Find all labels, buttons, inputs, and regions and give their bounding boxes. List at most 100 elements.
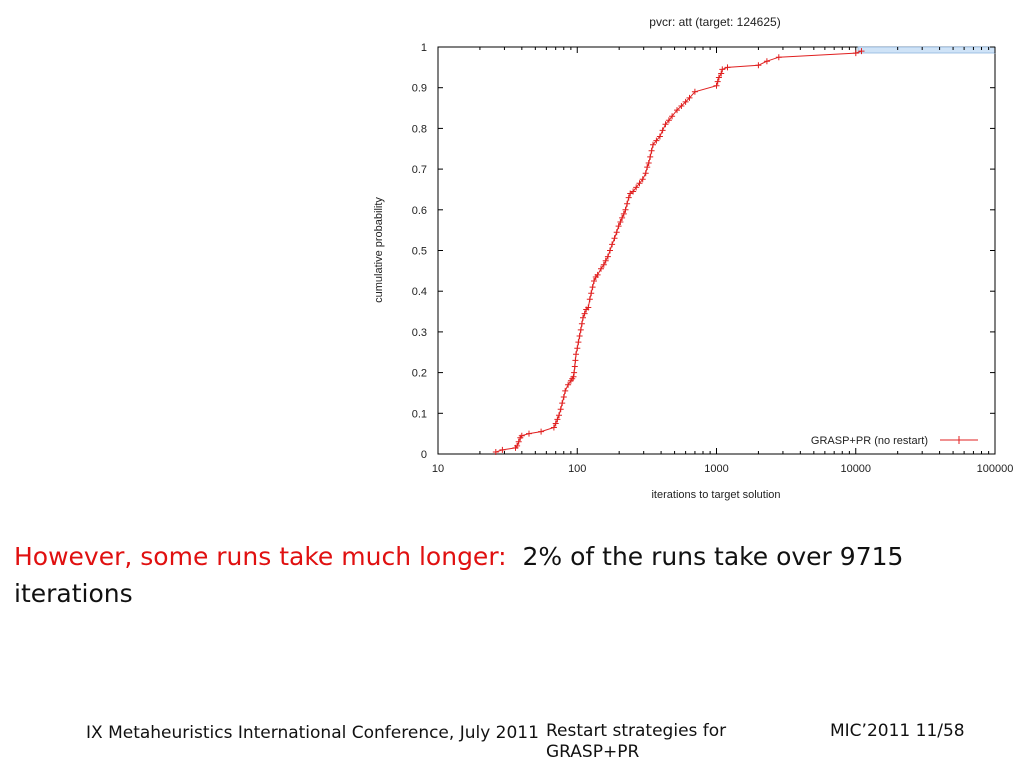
- footer-slide-number: MIC’2011 11/58: [830, 721, 965, 741]
- data-point-marker: [636, 180, 643, 187]
- x-tick-label: 1000: [704, 463, 728, 475]
- data-point-marker: [580, 314, 586, 321]
- y-tick-label: 0: [421, 449, 427, 461]
- x-tick-labels: 10 100 1000 10000 100000: [432, 463, 1013, 475]
- data-point-marker: [575, 339, 582, 346]
- data-point-marker: [858, 48, 865, 55]
- data-point-marker: [662, 121, 669, 128]
- data-point-marker: [715, 74, 722, 81]
- data-point-marker: [589, 284, 596, 291]
- data-point-marker: [644, 164, 651, 171]
- plot-area: [437, 46, 996, 455]
- data-point-marker: [571, 369, 578, 376]
- data-point-marker: [562, 387, 569, 394]
- data-point-marker: [678, 103, 685, 109]
- data-point-marker: [650, 141, 656, 148]
- caption-highlight: However, some runs take much longer:: [14, 542, 507, 571]
- data-point-marker: [665, 117, 672, 124]
- y-tick-label: 0.9: [412, 83, 427, 95]
- data-point-marker: [557, 406, 564, 413]
- data-point-marker: [659, 127, 666, 134]
- data-point-marker: [630, 188, 637, 195]
- legend: GRASP+PR (no restart): [811, 435, 978, 447]
- data-point-marker: [718, 70, 725, 77]
- data-point-marker: [645, 160, 652, 166]
- data-point-marker: [526, 430, 532, 437]
- y-tick-label: 0.1: [412, 408, 427, 420]
- data-point-marker: [565, 381, 572, 388]
- y-tick-label: 0.7: [412, 164, 427, 176]
- data-point-marker: [577, 326, 584, 333]
- data-point-marker: [625, 194, 632, 201]
- chart-title: pvcr: att (target: 124625): [649, 15, 780, 29]
- data-point-marker: [639, 176, 646, 183]
- data-point-marker: [574, 345, 581, 352]
- highlight-band: [857, 46, 996, 54]
- x-axis-label: iterations to target solution: [651, 489, 780, 501]
- data-point-marker: [619, 214, 626, 221]
- data-point-marker: [538, 428, 545, 435]
- data-point-marker: [648, 147, 655, 154]
- data-point-marker: [611, 235, 618, 242]
- data-point-marker: [615, 223, 622, 230]
- data-point-marker: [515, 438, 522, 445]
- data-point-marker: [653, 137, 660, 144]
- data-point-marker: [591, 278, 597, 284]
- y-tick-label: 0.4: [412, 286, 427, 298]
- data-point-marker: [713, 82, 720, 89]
- data-point-marker: [633, 184, 640, 191]
- data-point-marker: [573, 351, 579, 358]
- cumulative-probability-chart: pvcr: att (target: 124625) 0 0.1 0.2 0.3 0.4…: [373, 15, 1013, 501]
- series-line-grasp-pr: [495, 50, 862, 453]
- data-point-marker: [602, 257, 609, 264]
- data-point-marker: [607, 247, 613, 254]
- data-point-marker: [620, 210, 627, 217]
- legend-marker: [955, 436, 963, 444]
- data-point-marker: [682, 98, 689, 105]
- caption-text: 2% of the runs take over 9715 iterations: [14, 542, 904, 608]
- data-point-marker: [550, 424, 557, 431]
- data-point-marker: [556, 412, 562, 419]
- data-point-marker: [514, 442, 521, 449]
- data-point-marker: [686, 94, 693, 101]
- y-tick-label: 0.6: [412, 205, 427, 217]
- x-tick-label: 100000: [977, 463, 1014, 475]
- x-tick-label: 10: [432, 463, 444, 475]
- slide-caption: However, some runs take much longer: 2% …: [14, 538, 914, 612]
- data-point-marker: [600, 261, 607, 268]
- data-point-marker: [518, 432, 525, 439]
- data-point-marker: [691, 88, 698, 95]
- data-point-marker: [598, 265, 604, 272]
- y-tick-label: 0.2: [412, 368, 427, 380]
- data-point-marker: [578, 320, 585, 327]
- data-point-marker: [656, 133, 663, 140]
- data-point-marker: [755, 62, 762, 69]
- axis-ticks: [437, 46, 996, 455]
- series-markers: [492, 48, 865, 455]
- legend-label: GRASP+PR (no restart): [811, 435, 928, 447]
- data-point-marker: [609, 241, 616, 248]
- plot-frame: [437, 46, 996, 455]
- data-point-marker: [852, 50, 859, 57]
- data-point-marker: [613, 229, 620, 236]
- data-point-marker: [552, 420, 559, 427]
- x-tick-label: 100: [568, 463, 586, 475]
- data-point-marker: [586, 296, 593, 303]
- data-point-marker: [581, 310, 588, 317]
- data-point-marker: [724, 64, 731, 71]
- y-tick-labels: 0 0.1 0.2 0.3 0.4 0.5 0.6 0.7 0.8 0.9 1: [412, 42, 427, 461]
- data-point-marker: [499, 446, 506, 453]
- data-point-marker: [763, 58, 770, 65]
- data-point-marker: [560, 394, 567, 400]
- data-point-marker: [622, 206, 629, 213]
- x-tick-label: 10000: [840, 463, 871, 475]
- data-point-marker: [624, 200, 631, 207]
- data-point-marker: [617, 219, 624, 225]
- data-point-marker: [572, 357, 579, 364]
- data-point-marker: [588, 290, 595, 297]
- data-point-marker: [576, 333, 583, 339]
- data-point-marker: [775, 54, 782, 61]
- data-point-marker: [719, 66, 726, 73]
- data-point-marker: [642, 170, 649, 177]
- footer-talk-title: Restart strategies for GRASP+PR: [546, 721, 727, 762]
